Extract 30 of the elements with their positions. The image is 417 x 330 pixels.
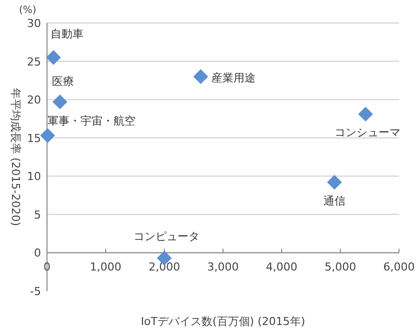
x-tick-label: 6,000 (383, 260, 415, 274)
x-tick-label: 2,000 (148, 260, 180, 274)
y-tick-label: 10 (27, 170, 41, 184)
annotation: 自動車 (50, 27, 84, 40)
point (193, 69, 208, 84)
y-tick-label: 0 (34, 246, 41, 260)
x-tick-label: 5,000 (324, 260, 356, 274)
annotation: コンシューマ (334, 126, 401, 140)
y-tick-label: 20 (27, 94, 41, 107)
annotation: コンピュータ (133, 230, 200, 244)
annotation: 医療 (52, 74, 74, 88)
annotation: 軍事・宇宙・航空 (48, 114, 136, 128)
point (327, 174, 342, 190)
y-tick-label: 5 (34, 208, 41, 222)
annotation: 通信 (323, 194, 346, 208)
x-tick-label: 4,000 (266, 260, 298, 274)
x-tick-label: 3,000 (207, 260, 239, 274)
y-axis-title: 年平均成長率 (2015-2020) (9, 88, 22, 226)
y-tick-label: 25 (27, 55, 41, 68)
point (358, 106, 373, 122)
point (46, 50, 61, 65)
y-tick-label: -5 (30, 285, 41, 298)
x-tick-label: 1,000 (90, 260, 122, 274)
y-tick-label: 30 (27, 17, 41, 30)
point (40, 128, 56, 143)
point (52, 94, 68, 110)
text: (%) (19, 5, 36, 16)
annotation: 産業用途 (212, 72, 256, 85)
y-tick-label: 15 (27, 132, 41, 145)
x-axis-title: IoTデバイス数(百万個) (2015年) (140, 315, 306, 328)
